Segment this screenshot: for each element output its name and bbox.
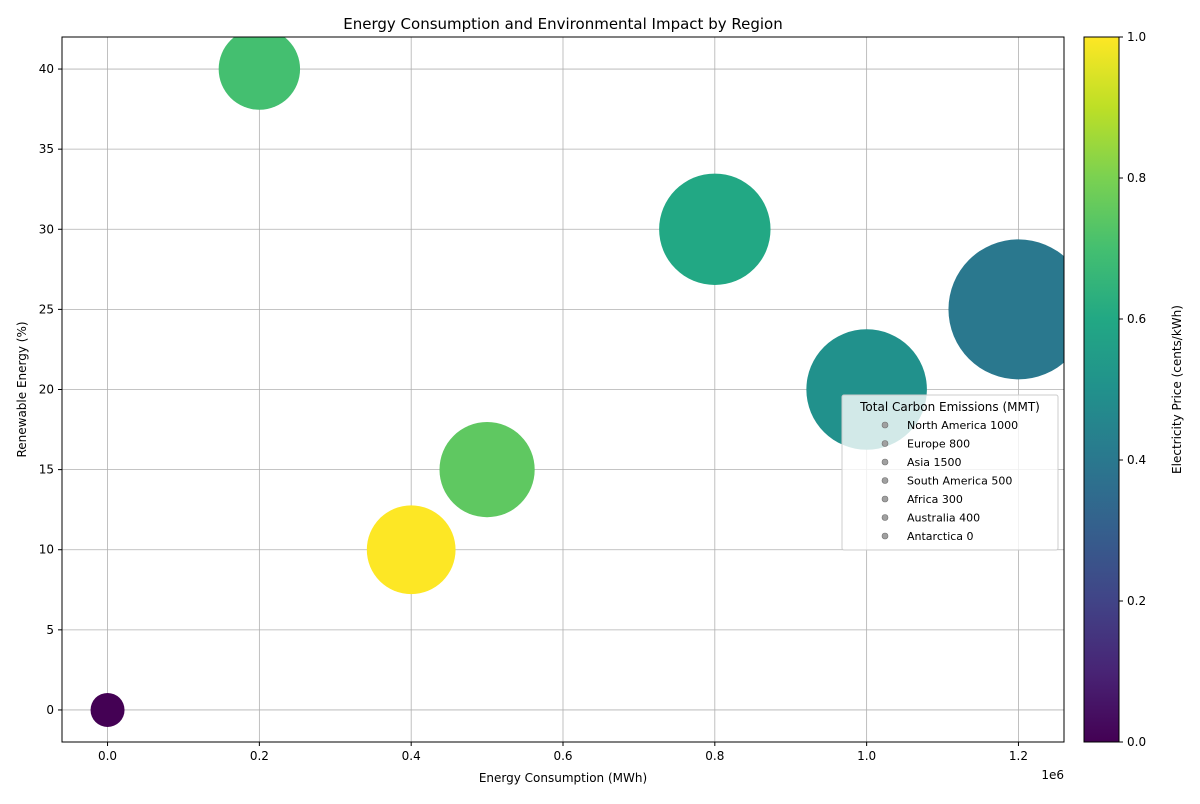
colorbar: 0.0 0.2 0.4 0.6 0.8 1.0 Electricity Price (ce… — [1083, 30, 1184, 749]
chart-title: Energy Consumption and Environmental Imp… — [343, 15, 782, 33]
colorbar-tick-label: 0.8 — [1127, 171, 1146, 185]
y-tick-label: 40 — [39, 62, 54, 76]
x-tick-label: 0.6 — [553, 749, 572, 763]
legend-marker — [881, 495, 889, 503]
legend-marker — [881, 477, 889, 484]
x-tick-label: 0.8 — [705, 749, 724, 763]
y-tick-label: 5 — [46, 623, 54, 637]
x-axis-offset-label: 1e6 — [1041, 768, 1064, 782]
legend-entry-label: Europe 800 — [907, 438, 970, 451]
y-tick-label: 10 — [39, 543, 54, 557]
legend-marker — [881, 532, 889, 540]
legend-entry-label: South America 500 — [907, 475, 1012, 488]
legend-title: Total Carbon Emissions (MMT) — [859, 400, 1040, 414]
colorbar-tick-label: 0.6 — [1127, 312, 1146, 326]
colorbar-label: Electricity Price (cents/kWh) — [1170, 305, 1184, 474]
data-point-antarctica — [90, 692, 125, 727]
colorbar-tick-label: 1.0 — [1127, 30, 1146, 44]
data-point-south-america — [439, 422, 535, 518]
data-point-australia — [366, 505, 456, 595]
colorbar-tick-label: 0.4 — [1127, 453, 1146, 467]
colorbar-tick-label: 0.0 — [1127, 735, 1146, 749]
legend-marker — [881, 458, 889, 466]
colorbar-tick-label: 0.2 — [1127, 594, 1146, 608]
legend-entry-label: Africa 300 — [907, 493, 963, 506]
x-tick-label: 0.0 — [98, 749, 117, 763]
data-point-europe — [659, 173, 771, 285]
legend-marker — [881, 440, 889, 447]
legend-box — [841, 394, 1059, 551]
x-tick-label: 1.2 — [1009, 749, 1028, 763]
colorbar-ticks: 0.0 0.2 0.4 0.6 0.8 1.0 — [1119, 30, 1146, 749]
legend-entry-label: North America 1000 — [907, 419, 1018, 432]
y-axis-label: Renewable Energy (%) — [15, 321, 29, 457]
legend-entry-label: Asia 1500 — [907, 456, 962, 469]
y-tick-label: 25 — [39, 302, 54, 316]
legend-marker — [881, 514, 889, 521]
x-tick-label: 1.0 — [857, 749, 876, 763]
legend-entries: North America 1000 Europe 800 Asia 1500 Sou… — [881, 419, 1018, 543]
legend: Total Carbon Emissions (MMT) North Ameri… — [841, 394, 1059, 551]
colorbar-gradient — [1083, 36, 1120, 743]
legend-marker — [881, 421, 889, 429]
data-points — [90, 37, 1064, 727]
legend-entry-label: Australia 400 — [907, 512, 980, 525]
y-tick-label: 35 — [39, 142, 54, 156]
legend-entry-label: Antarctica 0 — [907, 530, 974, 543]
x-axis-label: Energy Consumption (MWh) — [479, 771, 647, 785]
y-axis-ticks: 0 5 10 15 20 25 30 35 40 — [39, 62, 62, 717]
y-tick-label: 30 — [39, 222, 54, 236]
y-tick-label: 0 — [46, 703, 54, 717]
x-axis-ticks: 0.0 0.2 0.4 0.6 0.8 1.0 1.2 — [98, 742, 1028, 763]
x-tick-label: 0.4 — [402, 749, 421, 763]
x-tick-label: 0.2 — [250, 749, 269, 763]
y-tick-label: 20 — [39, 383, 54, 397]
y-tick-label: 15 — [39, 463, 54, 477]
data-point-africa — [218, 37, 301, 110]
data-point-asia — [948, 239, 1064, 380]
